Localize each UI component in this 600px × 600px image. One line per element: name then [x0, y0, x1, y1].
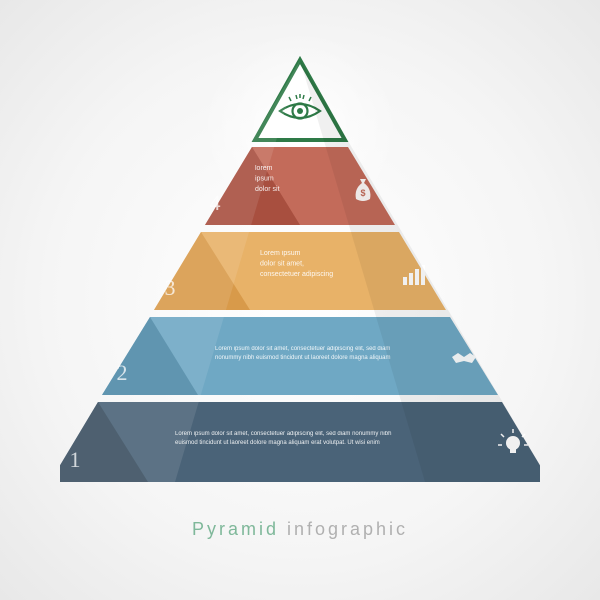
- caption-word-2: infographic: [287, 519, 408, 539]
- caption-word-1: Pyramid: [192, 519, 279, 539]
- pyramid-infographic: 4loremipsumdolor sit$3Lorem ipsumdolor s…: [60, 55, 540, 485]
- caption: Pyramid infographic: [0, 519, 600, 540]
